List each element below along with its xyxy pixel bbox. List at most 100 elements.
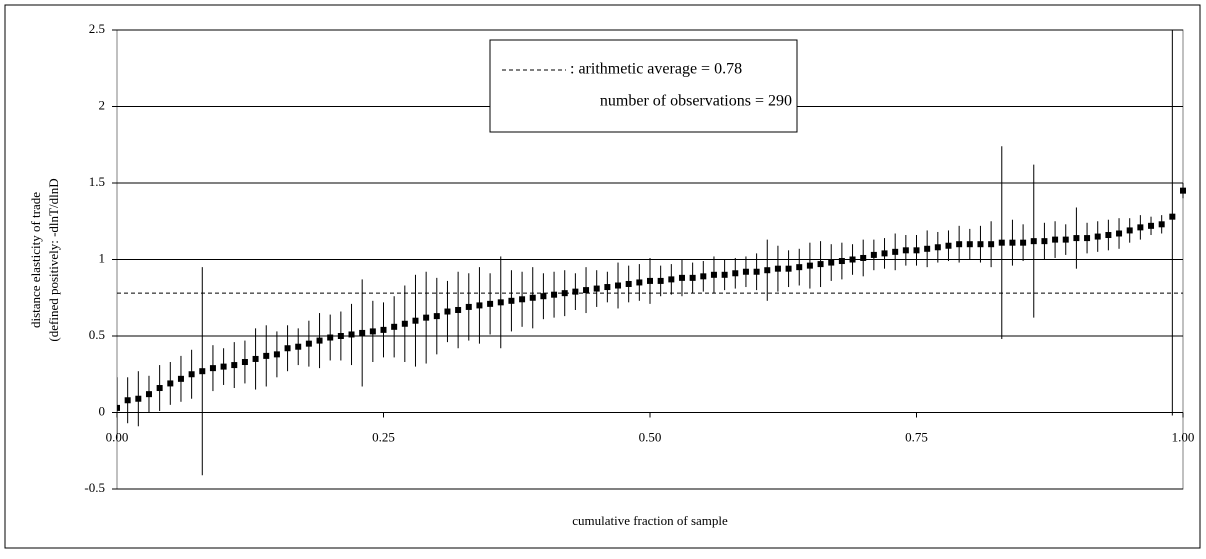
- point: [1158, 221, 1165, 228]
- point: [678, 274, 685, 281]
- point: [1062, 236, 1069, 243]
- point: [593, 285, 600, 292]
- point: [209, 365, 216, 372]
- point: [135, 395, 142, 402]
- point: [710, 271, 717, 278]
- point: [1180, 187, 1186, 194]
- point: [806, 262, 813, 269]
- point: [966, 241, 973, 248]
- point: [295, 343, 302, 350]
- point: [305, 340, 312, 347]
- point: [412, 317, 419, 324]
- point: [1148, 222, 1155, 229]
- point: [689, 274, 696, 281]
- point: [615, 282, 622, 289]
- point: [764, 267, 771, 274]
- point: [668, 276, 675, 283]
- y-axis-title: distance elasticity of trade (defined po…: [28, 178, 61, 341]
- point: [1041, 238, 1048, 245]
- point: [956, 241, 963, 248]
- point: [796, 264, 803, 271]
- point: [881, 250, 888, 257]
- point: [998, 239, 1005, 246]
- point: [700, 273, 707, 280]
- point: [316, 337, 323, 344]
- point: [177, 375, 184, 382]
- point: [817, 261, 824, 268]
- point: [1052, 236, 1059, 243]
- point: [263, 352, 270, 359]
- x-axis-title: cumulative fraction of sample: [572, 513, 728, 528]
- point: [241, 359, 248, 366]
- point: [988, 241, 995, 248]
- point: [945, 242, 952, 249]
- point: [1137, 224, 1144, 231]
- y-tick-label: 1: [99, 250, 106, 265]
- point: [252, 355, 259, 362]
- point: [721, 271, 728, 278]
- point: [348, 331, 355, 338]
- point: [369, 328, 376, 335]
- y-axis-title-line: (defined positively: -dlnT/dlnD: [46, 178, 61, 341]
- point: [1084, 235, 1091, 242]
- point: [508, 297, 515, 304]
- x-tick-label: 0.75: [905, 429, 928, 444]
- y-tick-label: -0.5: [84, 480, 105, 495]
- point: [583, 287, 590, 294]
- point: [167, 380, 174, 387]
- point: [327, 334, 334, 341]
- point: [476, 302, 483, 309]
- y-tick-label: 2.5: [89, 21, 105, 36]
- point: [902, 247, 909, 254]
- plot: -0.500.511.522.50.00 0.25 0.50 0.75 1.00: [84, 21, 1195, 495]
- point: [273, 351, 280, 358]
- point: [284, 345, 291, 352]
- y-axis-title-line: distance elasticity of trade: [28, 192, 43, 328]
- point: [156, 385, 163, 392]
- x-tick-label: 1.00: [1172, 429, 1195, 444]
- point: [337, 333, 344, 339]
- point: [774, 265, 781, 272]
- point: [892, 248, 899, 255]
- point: [1030, 238, 1037, 245]
- series: [117, 30, 1186, 476]
- point: [465, 303, 472, 310]
- point: [1073, 235, 1080, 242]
- point: [913, 247, 920, 254]
- point: [401, 320, 408, 327]
- point: [423, 314, 430, 321]
- point: [529, 294, 536, 301]
- point: [732, 270, 739, 277]
- point: [828, 259, 835, 266]
- point: [199, 368, 206, 375]
- point: [188, 371, 195, 378]
- point: [934, 244, 941, 251]
- point: [433, 313, 440, 320]
- point: [647, 277, 653, 284]
- point: [497, 299, 504, 306]
- y-tick-label: 1.5: [89, 174, 105, 189]
- point: [785, 265, 792, 272]
- point: [551, 291, 558, 298]
- point: [742, 268, 749, 275]
- legend-text: : arithmetic average = 0.78: [570, 61, 742, 78]
- point: [359, 329, 366, 336]
- legend-box: [489, 39, 798, 133]
- point: [519, 296, 526, 303]
- point: [1020, 239, 1027, 246]
- point: [753, 268, 760, 275]
- point: [1094, 233, 1101, 240]
- point: [977, 241, 984, 248]
- point: [849, 256, 856, 263]
- point: [540, 293, 547, 300]
- point: [924, 245, 931, 252]
- point: [145, 391, 152, 398]
- point: [870, 251, 877, 258]
- point: [1116, 230, 1123, 237]
- point: [487, 300, 494, 307]
- point: [391, 323, 398, 330]
- legend-text: number of observations = 290: [600, 93, 792, 110]
- y-tick-label: 2: [99, 97, 106, 112]
- point: [860, 254, 867, 261]
